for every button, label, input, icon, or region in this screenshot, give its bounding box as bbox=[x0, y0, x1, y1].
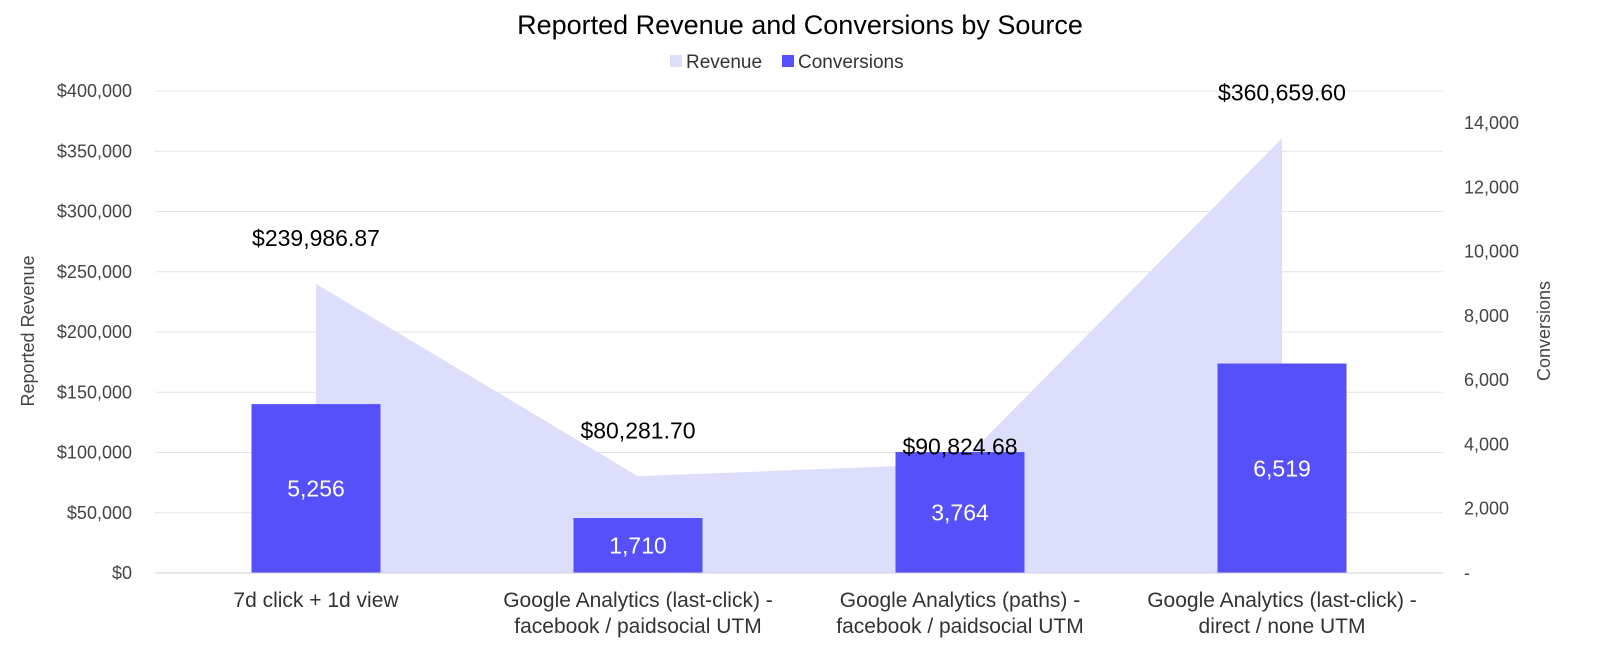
y-tick-label: $250,000 bbox=[57, 262, 132, 282]
x-tick-label-line: direct / none UTM bbox=[1199, 615, 1366, 638]
legend: Revenue Conversions bbox=[670, 52, 904, 73]
y2-axis-title: Conversions bbox=[1534, 281, 1554, 381]
legend-swatch-conversions bbox=[782, 55, 794, 67]
x-tick-label-line: facebook / paidsocial UTM bbox=[514, 615, 761, 638]
conversion-bar bbox=[1217, 363, 1347, 573]
y2-tick-label: 12,000 bbox=[1464, 177, 1519, 197]
x-tick-label: Google Analytics (last-click) - facebook … bbox=[503, 589, 773, 638]
y-tick-label: $0 bbox=[112, 563, 132, 583]
revenue-area-layer bbox=[316, 138, 1282, 573]
x-tick-label-line: facebook / paidsocial UTM bbox=[836, 615, 1083, 638]
y-tick-label: $150,000 bbox=[57, 382, 132, 402]
y2-tick-label: 4,000 bbox=[1464, 434, 1509, 454]
y2-tick-label: 8,000 bbox=[1464, 306, 1509, 326]
y2-tick-label: - bbox=[1464, 563, 1470, 583]
legend-label-revenue: Revenue bbox=[686, 52, 762, 73]
legend-label-conversions: Conversions bbox=[798, 52, 904, 73]
y-tick-label: $50,000 bbox=[67, 503, 132, 523]
conversion-bar bbox=[895, 452, 1025, 573]
y2-tick-label: 14,000 bbox=[1464, 113, 1519, 133]
y-tick-label: $350,000 bbox=[57, 141, 132, 161]
conversion-value-label: 5,256 bbox=[287, 476, 345, 502]
x-tick-label-line: Google Analytics (last-click) - bbox=[1147, 589, 1417, 612]
legend-swatch-revenue bbox=[670, 55, 682, 67]
data-labels-layer: 5,256 1,710 3,764 6,519 $239,986.87 $80,281.7… bbox=[252, 79, 1346, 558]
revenue-value-label: $80,281.70 bbox=[580, 417, 695, 443]
x-tick-label: 7d click + 1d view bbox=[233, 589, 399, 612]
conversion-value-label: 3,764 bbox=[931, 500, 989, 526]
y-tick-label: $400,000 bbox=[57, 81, 132, 101]
conversion-value-label: 6,519 bbox=[1253, 455, 1311, 481]
conversion-bar bbox=[251, 404, 381, 573]
chart-title: Reported Revenue and Conversions by Sour… bbox=[517, 10, 1083, 40]
y2-tick-label: 6,000 bbox=[1464, 370, 1509, 390]
revenue-area bbox=[316, 138, 1282, 573]
y-tick-label: $300,000 bbox=[57, 202, 132, 222]
x-tick-label: Google Analytics (last-click) - direct / … bbox=[1147, 589, 1417, 638]
y2-tick-label: 10,000 bbox=[1464, 242, 1519, 262]
y-tick-label: $100,000 bbox=[57, 443, 132, 463]
x-tick-label: Google Analytics (paths) - facebook / pai… bbox=[836, 589, 1083, 638]
y2-tick-label: 2,000 bbox=[1464, 499, 1509, 519]
axes-layer: $0 $50,000 $100,000 $150,000 $200,000 $250,00… bbox=[57, 81, 1519, 638]
x-tick-label-line: 7d click + 1d view bbox=[233, 589, 399, 612]
conversion-bar bbox=[573, 518, 703, 573]
x-tick-label-line: Google Analytics (last-click) - bbox=[503, 589, 773, 612]
revenue-value-label: $239,986.87 bbox=[252, 225, 380, 251]
x-tick-label-line: Google Analytics (paths) - bbox=[840, 589, 1080, 612]
y-tick-label: $200,000 bbox=[57, 322, 132, 342]
conversion-value-label: 1,710 bbox=[609, 533, 667, 559]
revenue-value-label: $360,659.60 bbox=[1218, 79, 1346, 105]
revenue-value-label: $90,824.68 bbox=[902, 434, 1017, 460]
conversion-bars-layer bbox=[251, 363, 1347, 573]
y-axis-title: Reported Revenue bbox=[18, 255, 38, 406]
